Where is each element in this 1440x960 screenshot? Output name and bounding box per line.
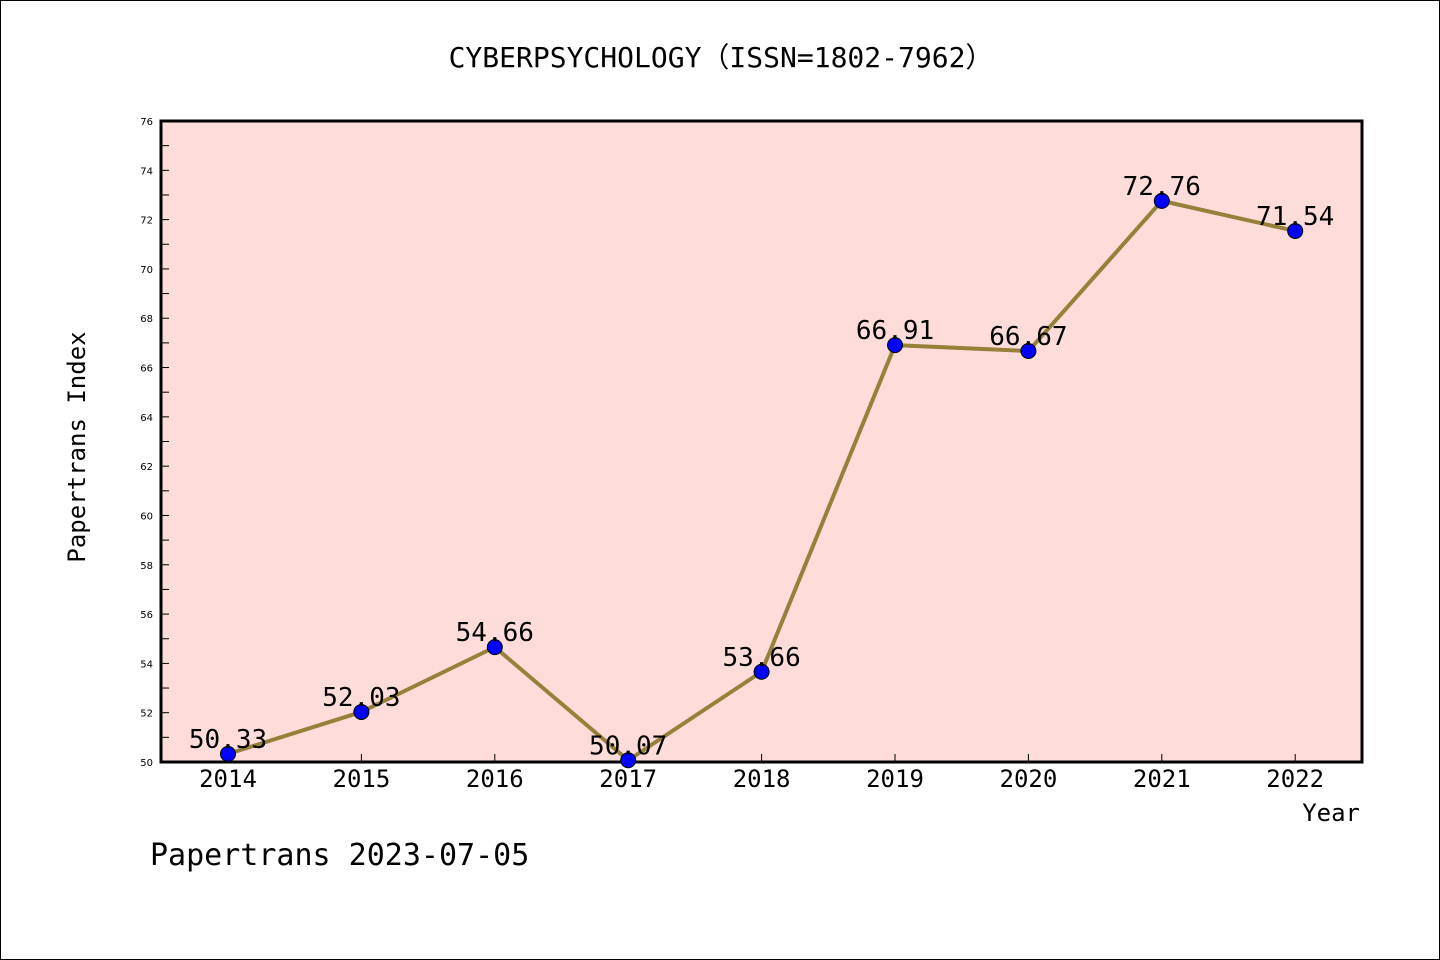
- data-label: 50.33: [189, 725, 267, 755]
- y-tick-label: 62: [140, 462, 153, 473]
- x-tick-label: 2019: [866, 765, 924, 793]
- data-point: [1287, 222, 1304, 239]
- data-label: 52.03: [322, 683, 400, 713]
- y-tick-label: 68: [140, 314, 153, 325]
- x-axis-label: Year: [1302, 799, 1360, 827]
- data-label: 50.07: [589, 731, 667, 761]
- x-tick-label: 2018: [733, 765, 791, 793]
- x-tick-label: 2017: [599, 765, 657, 793]
- data-label: 53.66: [722, 643, 800, 673]
- y-tick-label: 50: [140, 758, 153, 769]
- y-tick-label: 60: [140, 511, 153, 522]
- footer-credit: Papertrans 2023-07-05: [150, 838, 529, 873]
- y-axis: 50 52 54 56 58 60 62 64 66 68 70 72 74 76: [140, 117, 169, 769]
- data-point: [353, 703, 370, 720]
- y-tick-label: 74: [140, 166, 153, 177]
- y-tick-label: 52: [140, 709, 153, 720]
- chart-title: CYBERPSYCHOLOGY（ISSN=1802-7962）: [449, 41, 994, 74]
- y-tick-label: 70: [140, 265, 153, 276]
- x-tick-label: 2020: [1000, 765, 1058, 793]
- data-point: [1153, 192, 1170, 209]
- data-point: [1020, 343, 1037, 360]
- data-label: 71.54: [1256, 202, 1334, 232]
- data-point: [486, 639, 503, 656]
- data-label: 66.67: [989, 322, 1067, 352]
- data-point: [620, 752, 637, 769]
- x-tick-label: 2022: [1266, 765, 1324, 793]
- data-markers: [220, 192, 1304, 769]
- y-axis-label: Papertrans Index: [63, 331, 91, 562]
- x-tick-label: 2016: [466, 765, 524, 793]
- data-label: 54.66: [456, 618, 534, 648]
- data-point: [220, 745, 236, 762]
- y-tick-label: 56: [140, 610, 153, 621]
- y-tick-label: 58: [140, 561, 153, 572]
- data-label: 72.76: [1123, 172, 1201, 202]
- x-tick-label: 2014: [199, 765, 257, 793]
- y-tick-label: 76: [140, 117, 153, 128]
- y-tick-label: 66: [140, 364, 153, 375]
- data-point: [753, 663, 770, 680]
- data-point: [887, 337, 903, 354]
- data-labels: 50.33 52.03 54.66 50.07 53.66 66.91 66.67 72.76…: [189, 172, 1334, 761]
- x-tick-label: 2015: [333, 765, 391, 793]
- y-tick-label: 54: [140, 659, 153, 670]
- y-tick-label: 72: [140, 216, 153, 227]
- x-tick-label: 2021: [1133, 765, 1191, 793]
- data-label: 66.91: [856, 316, 934, 346]
- plot-area: [159, 119, 1364, 764]
- y-tick-label: 64: [140, 413, 153, 424]
- x-axis: 2014 2015 2016 2017 2018 2019 2020 2021 2022: [199, 754, 1324, 793]
